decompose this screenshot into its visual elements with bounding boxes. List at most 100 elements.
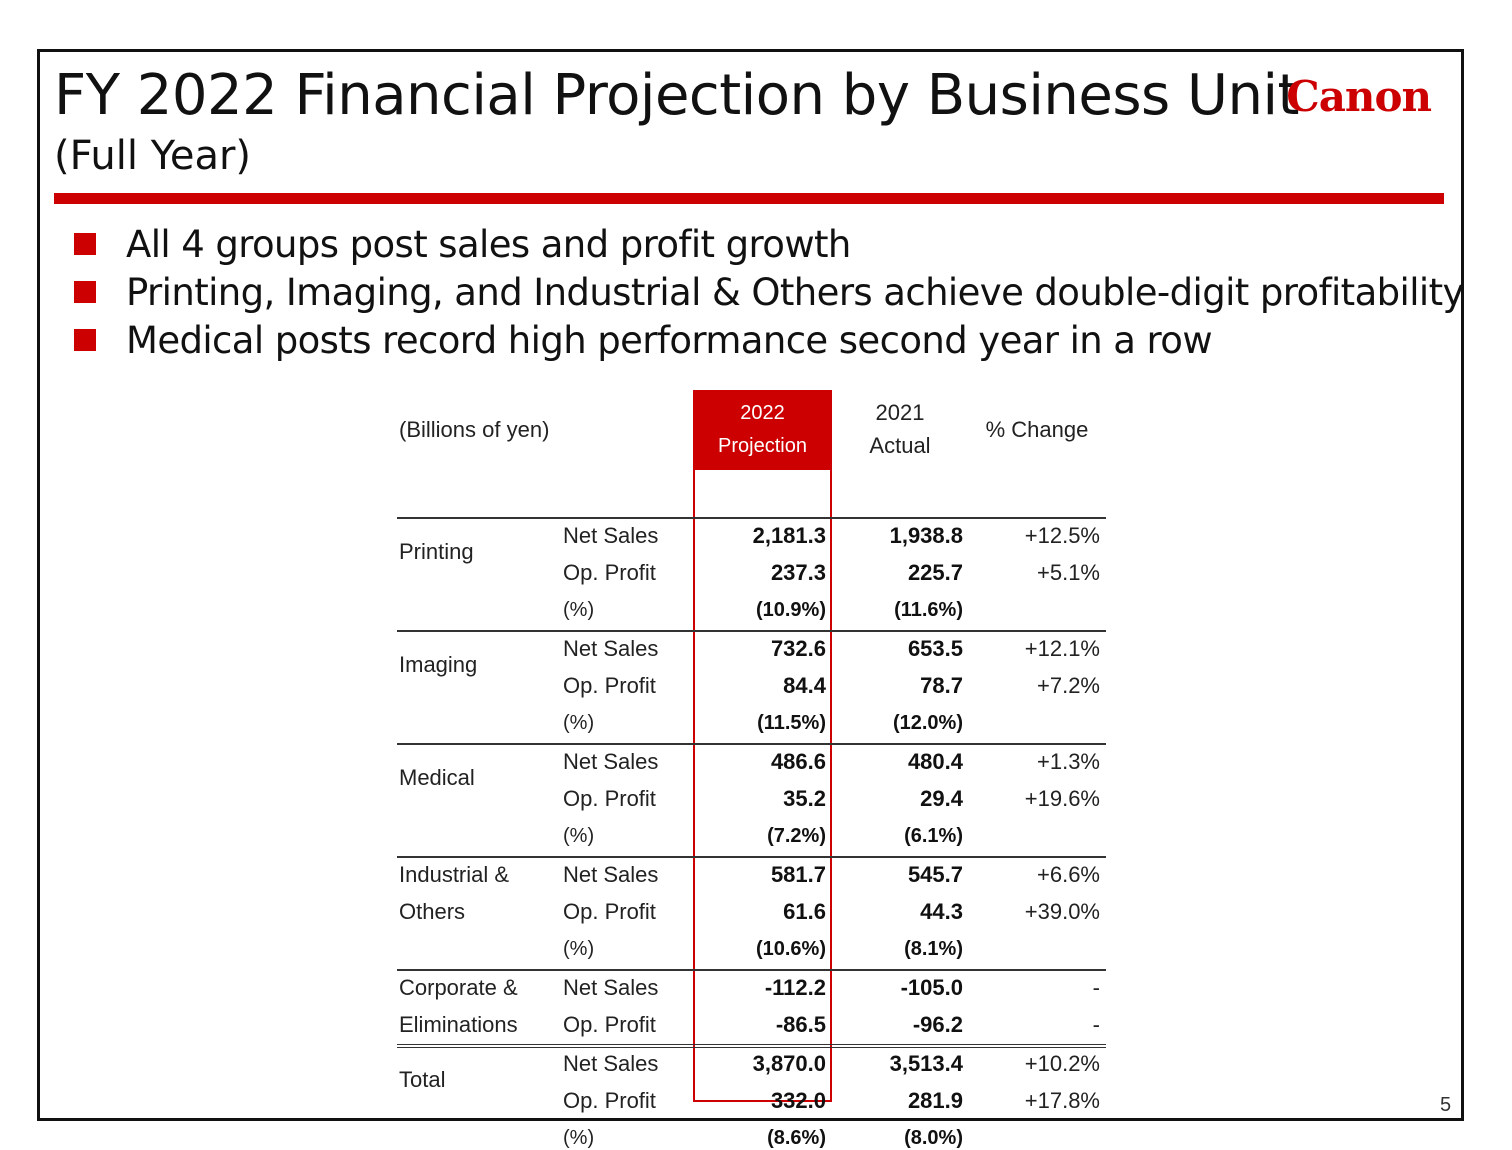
actual-value: (6.1%) [904,825,963,847]
group-name: Others [399,899,466,924]
change-value: +1.3% [1037,749,1100,774]
projection-value: (10.6%) [755,938,826,960]
change-value: +17.8% [1024,1088,1100,1113]
projection-value: (10.9%) [755,599,826,621]
group-name: Eliminations [399,1012,518,1037]
actual-value: 78.7 [920,673,963,698]
projection-value: 332.0 [770,1088,826,1113]
title-divider [54,193,1444,204]
page-subtitle: (Full Year) [54,133,252,179]
unit-label: (Billions of yen) [399,417,550,442]
projection-value: 732.6 [770,636,826,661]
red-square-bullet-icon [74,233,96,255]
row-divider [397,630,1106,632]
bullet-text: All 4 groups post sales and profit growt… [126,222,851,266]
group-name: Imaging [399,652,478,677]
metric-label: Op. Profit [563,786,656,811]
red-square-bullet-icon [74,329,96,351]
financial-table: 2022 Projection (Billions of yen) 2021 A… [397,390,1106,1149]
metric-label: (%) [563,712,595,734]
projection-value: 486.6 [770,749,826,774]
projection-value: 3,870.0 [752,1051,826,1076]
projection-value: 61.6 [783,899,826,924]
change-value: +10.2% [1024,1051,1100,1076]
metric-label: Op. Profit [563,560,656,585]
change-value: +39.0% [1024,899,1100,924]
projection-value: 581.7 [770,862,826,887]
actual-value: (11.6%) [894,599,963,621]
projection-value: 35.2 [783,786,826,811]
page-title: FY 2022 Financial Projection by Business… [54,63,1300,128]
metric-label: Op. Profit [563,899,656,924]
projection-value: -112.2 [764,975,826,1000]
actual-value: 1,938.8 [889,523,963,548]
row-divider [397,743,1106,745]
actual-value: 281.9 [907,1088,963,1113]
metric-label: Net Sales [563,523,659,548]
row-divider [397,969,1106,971]
actual-year: 2021 [875,400,925,425]
metric-label: Op. Profit [563,673,656,698]
change-header: % Change [985,417,1089,442]
projection-value: (8.6%) [767,1127,826,1149]
metric-label: Net Sales [563,1051,659,1076]
canon-logo: Canon [1286,72,1432,121]
row-divider [397,1047,1106,1048]
actual-value: 44.3 [920,899,963,924]
change-value: +12.1% [1024,636,1100,661]
actual-label: Actual [869,433,931,458]
group-name: Industrial & [399,862,510,887]
change-value: +7.2% [1037,673,1100,698]
group-name: Total [399,1067,446,1092]
actual-value: 480.4 [907,749,963,774]
bullet-item: Medical posts record high performance se… [74,316,1464,364]
projection-value: 84.4 [783,673,826,698]
metric-label: (%) [563,825,595,847]
metric-label: (%) [563,599,595,621]
projection-label: Projection [718,435,807,457]
actual-value: 29.4 [920,786,963,811]
metric-label: Net Sales [563,975,659,1000]
projection-column-header: 2022 Projection [693,390,832,470]
projection-value: -86.5 [775,1012,826,1037]
actual-value: (8.1%) [904,938,963,960]
group-name: Medical [399,765,475,790]
actual-value: (12.0%) [892,712,963,734]
metric-label: (%) [563,1127,595,1149]
change-value: - [1092,1012,1100,1037]
change-value: +12.5% [1024,523,1100,548]
bullet-text: Medical posts record high performance se… [126,318,1213,362]
metric-label: (%) [563,938,595,960]
projection-value: (7.2%) [767,825,826,847]
change-value: +5.1% [1037,560,1100,585]
metric-label: Net Sales [563,862,659,887]
row-divider [397,856,1106,858]
group-name: Printing [399,539,474,564]
page-number: 5 [1440,1094,1452,1116]
group-name: Corporate & [399,975,518,1000]
actual-value: -105.0 [900,975,963,1000]
bullet-text: Printing, Imaging, and Industrial & Othe… [126,270,1464,314]
bullet-item: All 4 groups post sales and profit growt… [74,220,1464,268]
change-value: +19.6% [1024,786,1100,811]
actual-value: 225.7 [907,560,963,585]
projection-column-outline [693,468,832,1102]
projection-value: 237.3 [770,560,826,585]
slide: FY 2022 Financial Projection by Business… [37,49,1464,1149]
projection-year: 2022 [740,402,785,424]
row-divider [397,517,1106,519]
row-divider [397,1044,1106,1045]
projection-value: 2,181.3 [752,523,826,548]
metric-label: Net Sales [563,749,659,774]
actual-value: 653.5 [907,636,963,661]
actual-value: -96.2 [912,1012,963,1037]
metric-label: Net Sales [563,636,659,661]
red-square-bullet-icon [74,281,96,303]
metric-label: Op. Profit [563,1012,656,1037]
bullet-item: Printing, Imaging, and Industrial & Othe… [74,268,1464,316]
change-value: +6.6% [1037,862,1100,887]
projection-value: (11.5%) [757,712,826,734]
change-value: - [1092,975,1100,1000]
actual-value: (8.0%) [904,1127,963,1149]
actual-value: 545.7 [907,862,963,887]
